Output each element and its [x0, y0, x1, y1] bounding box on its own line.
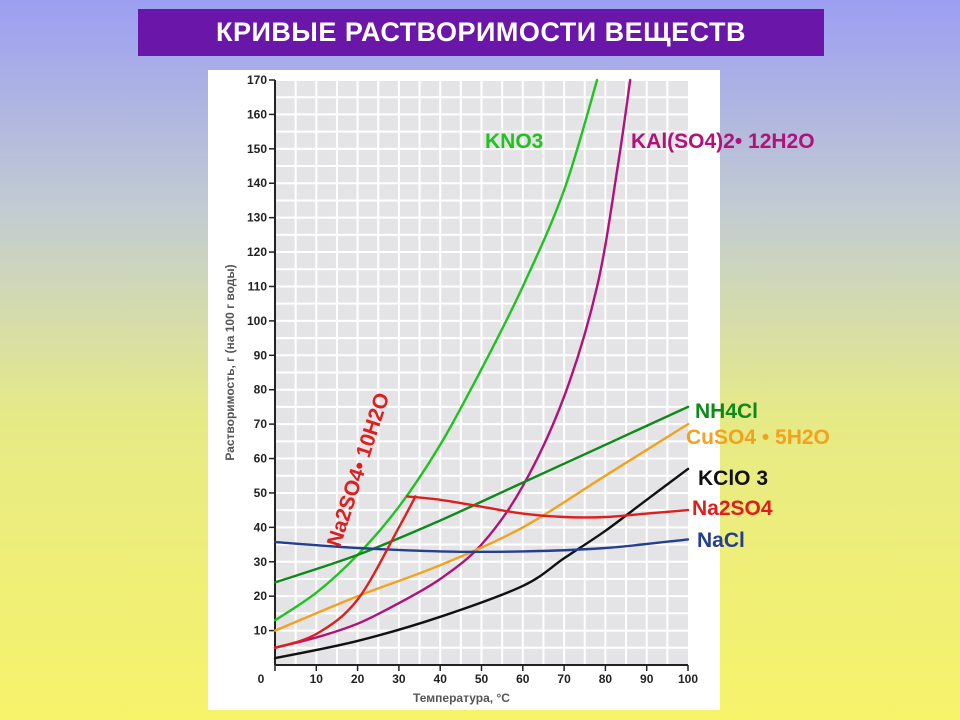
series-line-nh4cl: [273, 405, 690, 584]
slide-title: КРИВЫЕ РАСТВОРИМОСТИ ВЕЩЕСТВ: [138, 9, 824, 56]
x-tick-label: 40: [434, 672, 448, 686]
series-label-kclo-3: KClO 3: [698, 467, 768, 490]
y-tick-label: 110: [248, 279, 268, 293]
y-tick-label: 140: [247, 176, 267, 190]
y-tick-label: 70: [254, 417, 268, 431]
x-tick-label: 80: [599, 672, 613, 686]
series-line-kal-so4-2-12h2o: [273, 78, 632, 649]
x-tick-label: 70: [557, 672, 571, 686]
solubility-chart: 1020304050607080901001101201301401501601…: [223, 73, 830, 705]
series-label-cuso4-5h2o: CuSO4 • 5H2O: [686, 426, 830, 449]
x-tick-label: 10: [310, 672, 324, 686]
y-tick-label: 30: [254, 555, 268, 569]
x-tick-label: 60: [516, 672, 530, 686]
y-tick-label: 170: [247, 73, 267, 87]
series-line-nacl: [273, 538, 690, 554]
x-tick-label: 30: [392, 672, 406, 686]
series-label-kno3: KNO3: [485, 130, 543, 153]
series-line-kno3: [273, 78, 599, 622]
series-line-cuso4-5h2o: [273, 422, 690, 632]
series-label-na2so4: Na2SO4: [692, 497, 773, 520]
y-tick-label: 20: [254, 589, 268, 603]
y-tick-label: 50: [254, 486, 268, 500]
x-tick-label: 90: [640, 672, 654, 686]
chart-panel: 10 20 30 40 50 60 70 80 90 100 110 120 130 140 150 160 1…: [208, 70, 830, 710]
series-line-kclo-3: [273, 467, 690, 660]
y-tick-label: 120: [247, 245, 267, 259]
x-axis-label: Температура, °С: [413, 691, 510, 705]
y-tick-label: 150: [247, 142, 267, 156]
y-tick-label: 10: [254, 624, 268, 638]
series-line-na2so4-10h2o: [273, 495, 417, 649]
series-line-na2so4: [406, 495, 690, 519]
y-tick-label: 40: [254, 520, 268, 534]
series-label-nh4cl: NH4Cl: [695, 400, 758, 423]
y-tick-label: 130: [247, 211, 267, 225]
y-tick-label: 90: [254, 348, 268, 362]
series-label-nacl: NaCl: [697, 529, 745, 552]
series-label-kal-so4-2-12h2o: KAl(SO4)2• 12H2O: [631, 130, 815, 153]
y-tick-label: 60: [254, 452, 268, 466]
y-tick-label: 80: [254, 383, 268, 397]
y-tick-label: 100: [247, 314, 267, 328]
x-tick-label: 100: [678, 672, 698, 686]
y-tick-label: 160: [247, 107, 267, 121]
y-axis-label: Растворимость, г (на 100 г воды): [223, 264, 237, 460]
x-tick-label: 50: [475, 672, 489, 686]
x-tick-label: 20: [351, 672, 365, 686]
x-tick-label: 0: [258, 672, 265, 686]
